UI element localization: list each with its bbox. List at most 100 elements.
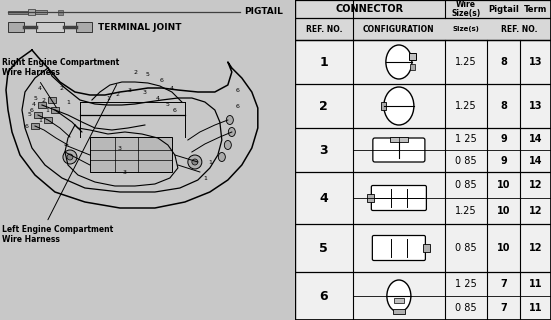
Text: 10: 10 — [496, 180, 510, 190]
Text: 3: 3 — [143, 91, 147, 95]
Text: 10: 10 — [496, 206, 510, 216]
Text: 1: 1 — [66, 100, 70, 105]
Text: Pigtail: Pigtail — [488, 4, 519, 13]
Text: 9: 9 — [500, 156, 507, 166]
Ellipse shape — [218, 153, 225, 162]
Text: Right Engine Compartment
Wire Harness: Right Engine Compartment Wire Harness — [2, 58, 119, 108]
Text: 4: 4 — [156, 95, 160, 100]
Bar — [367, 194, 374, 202]
Bar — [295, 0, 551, 18]
Bar — [38, 102, 46, 108]
Bar — [35, 10, 47, 14]
FancyBboxPatch shape — [372, 236, 425, 260]
Text: Wire
Size(s): Wire Size(s) — [451, 0, 480, 18]
Text: 7: 7 — [500, 279, 507, 289]
Text: 5: 5 — [28, 113, 32, 117]
Ellipse shape — [228, 127, 235, 137]
Text: 1: 1 — [208, 159, 212, 164]
Text: 1: 1 — [45, 108, 49, 113]
Bar — [410, 64, 415, 70]
Text: 5: 5 — [34, 95, 38, 100]
Text: 6: 6 — [160, 77, 164, 83]
Bar — [8, 11, 28, 13]
Ellipse shape — [226, 116, 233, 124]
Text: 14: 14 — [529, 134, 542, 144]
Text: 0 85: 0 85 — [455, 243, 477, 253]
Bar — [48, 97, 56, 103]
Text: 4: 4 — [170, 85, 174, 91]
Text: 1: 1 — [38, 117, 42, 123]
Text: 2: 2 — [42, 98, 46, 102]
Text: 5: 5 — [166, 101, 170, 107]
Bar — [393, 309, 405, 314]
Ellipse shape — [386, 45, 412, 79]
Bar — [394, 298, 404, 303]
Bar — [34, 112, 42, 118]
Text: 1.25: 1.25 — [455, 206, 477, 216]
Text: 2: 2 — [116, 92, 120, 97]
Text: 9: 9 — [500, 134, 507, 144]
Bar — [28, 9, 35, 15]
Ellipse shape — [224, 140, 231, 149]
Text: 8: 8 — [500, 101, 507, 111]
Text: 1: 1 — [106, 95, 110, 100]
FancyBboxPatch shape — [371, 186, 426, 211]
Text: 0 85: 0 85 — [455, 156, 477, 166]
Text: 6: 6 — [320, 290, 328, 302]
Text: Term: Term — [524, 4, 547, 13]
Ellipse shape — [63, 150, 77, 164]
Text: 3: 3 — [320, 143, 328, 156]
Text: REF. NO.: REF. NO. — [306, 25, 342, 34]
Text: 2: 2 — [60, 85, 64, 91]
Bar — [31, 123, 39, 129]
Bar — [44, 117, 52, 123]
Text: 1 25: 1 25 — [455, 279, 477, 289]
Text: 1: 1 — [203, 175, 207, 180]
Text: 10: 10 — [496, 243, 510, 253]
Text: PIGTAIL: PIGTAIL — [244, 7, 283, 17]
Text: 6: 6 — [30, 108, 34, 113]
Bar — [76, 22, 92, 32]
Bar — [90, 137, 172, 172]
Text: 14: 14 — [529, 156, 542, 166]
Bar — [36, 22, 64, 32]
Text: 0 85: 0 85 — [455, 180, 477, 190]
Text: 6: 6 — [173, 108, 177, 114]
Ellipse shape — [384, 87, 414, 125]
Text: 6: 6 — [25, 124, 29, 129]
Text: TERMINAL JOINT: TERMINAL JOINT — [98, 22, 181, 31]
Text: 13: 13 — [529, 57, 542, 67]
Text: 1.25: 1.25 — [455, 57, 477, 67]
Text: 1: 1 — [320, 55, 328, 68]
Text: CONNECTOR: CONNECTOR — [336, 4, 404, 14]
Text: CONFIGURATION: CONFIGURATION — [363, 25, 435, 34]
Text: 13: 13 — [529, 101, 542, 111]
Text: 4: 4 — [38, 85, 42, 91]
Text: 11: 11 — [529, 303, 542, 313]
Ellipse shape — [387, 280, 411, 312]
Text: 0 85: 0 85 — [455, 303, 477, 313]
Text: 5: 5 — [146, 73, 150, 77]
Text: 4: 4 — [32, 102, 36, 108]
Text: 11: 11 — [529, 279, 542, 289]
Ellipse shape — [67, 154, 73, 160]
Text: 2: 2 — [134, 69, 138, 75]
Text: 1.25: 1.25 — [455, 101, 477, 111]
Text: 12: 12 — [529, 180, 542, 190]
Text: 8: 8 — [500, 57, 507, 67]
Text: 6: 6 — [236, 105, 240, 109]
Bar — [409, 53, 416, 60]
Text: 6: 6 — [236, 87, 240, 92]
Text: Left Engine Compartment
Wire Harness: Left Engine Compartment Wire Harness — [2, 84, 117, 244]
Text: 12: 12 — [529, 243, 542, 253]
Bar — [58, 10, 63, 14]
Text: 3: 3 — [128, 89, 132, 93]
Bar — [51, 107, 59, 113]
Text: 7: 7 — [500, 303, 507, 313]
Bar — [8, 22, 24, 32]
Text: 1 25: 1 25 — [455, 134, 477, 144]
Text: 3: 3 — [123, 170, 127, 174]
Ellipse shape — [188, 155, 202, 169]
Text: 2: 2 — [320, 100, 328, 113]
Bar — [390, 137, 408, 142]
